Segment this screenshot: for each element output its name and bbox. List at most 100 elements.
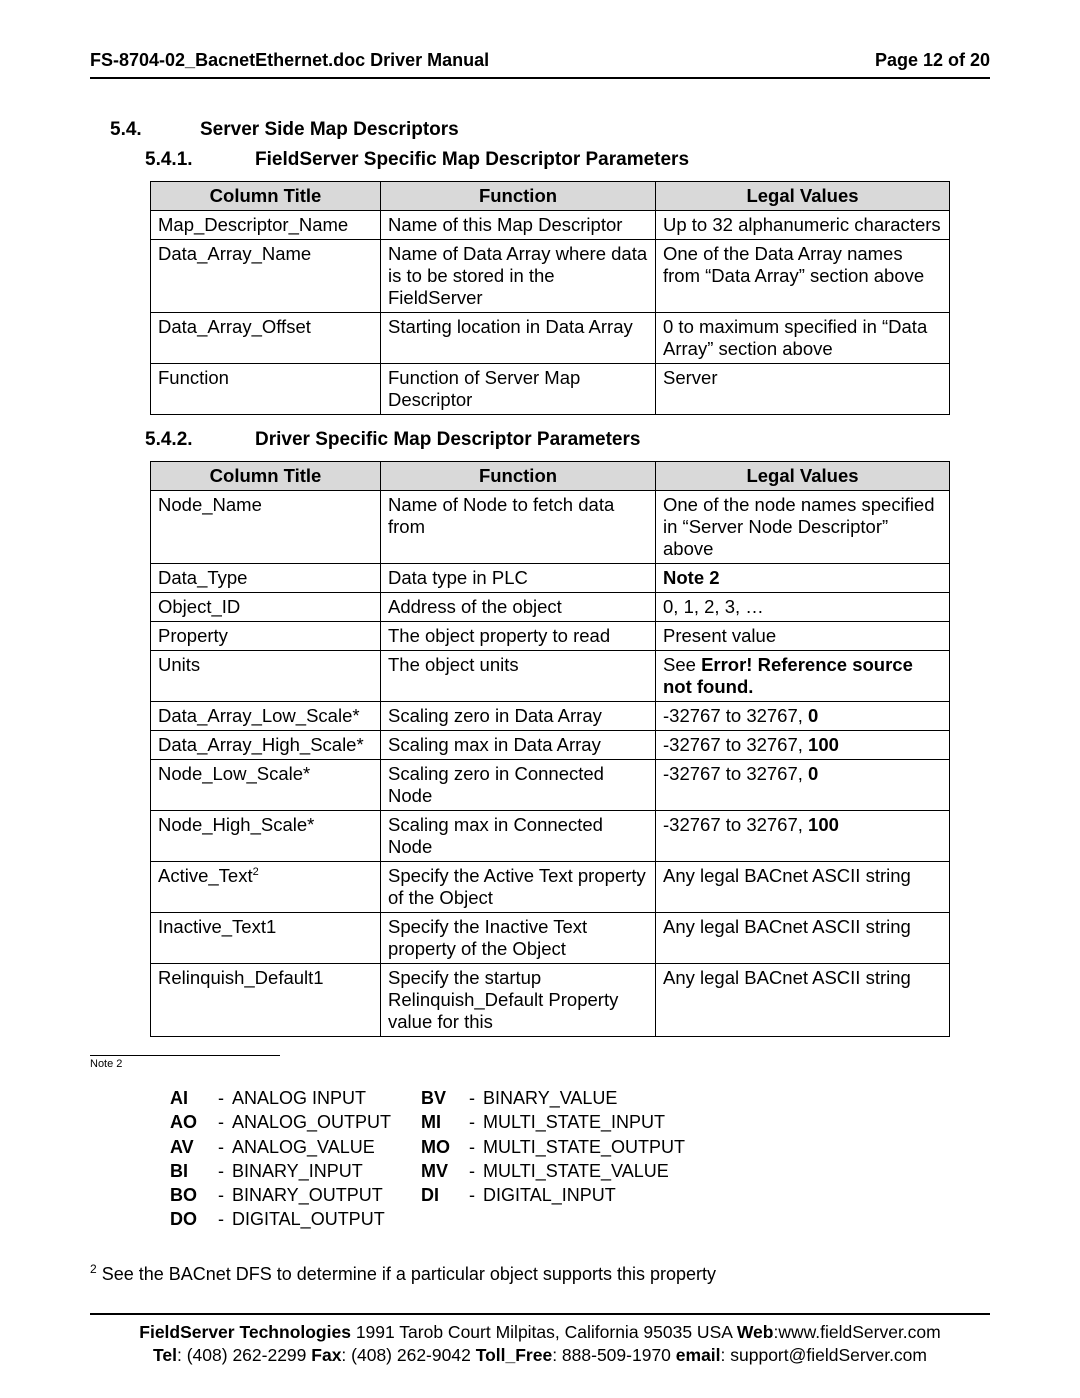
abbrev-dash: -: [218, 1207, 232, 1231]
table-cell: Note 2: [656, 564, 950, 593]
table-row: Data_TypeData type in PLCNote 2: [151, 564, 950, 593]
abbrev-value: DIGITAL_OUTPUT: [232, 1207, 385, 1231]
table-cell: -32767 to 32767, 100: [656, 811, 950, 862]
abbrev-value: ANALOG_OUTPUT: [232, 1110, 391, 1134]
footnote-body: See the BACnet DFS to determine if a par…: [97, 1264, 716, 1284]
table-row: Map_Descriptor_NameName of this Map Desc…: [151, 211, 950, 240]
table-cell: Data_Array_High_Scale*: [151, 731, 381, 760]
footer-web-label: Web: [737, 1322, 774, 1342]
abbrev-dash: -: [469, 1159, 483, 1183]
abbrev-row: DI- DIGITAL_INPUT: [421, 1183, 685, 1207]
abbrev-value: MULTI_STATE_INPUT: [483, 1110, 665, 1134]
abbrev-value: ANALOG_VALUE: [232, 1135, 375, 1159]
abbrev-dash: -: [218, 1183, 232, 1207]
table-cell: Inactive_Text1: [151, 913, 381, 964]
abbrev-dash: -: [469, 1110, 483, 1134]
subsection-title: FieldServer Specific Map Descriptor Para…: [255, 149, 689, 171]
page: FS-8704-02_BacnetEthernet.doc Driver Man…: [0, 0, 1080, 1398]
table-cell: Specify the Active Text property of the …: [381, 862, 656, 913]
col-header: Legal Values: [656, 182, 950, 211]
page-footer: FieldServer Technologies 1991 Tarob Cour…: [90, 1313, 990, 1368]
table-cell: Scaling max in Data Array: [381, 731, 656, 760]
table-cell: Active_Text2: [151, 862, 381, 913]
header-left: FS-8704-02_BacnetEthernet.doc Driver Man…: [90, 50, 489, 71]
table-cell: Starting location in Data Array: [381, 313, 656, 364]
footer-company: FieldServer Technologies: [139, 1322, 351, 1342]
table-row: Node_NameName of Node to fetch data from…: [151, 491, 950, 564]
col-header: Function: [381, 462, 656, 491]
abbrev-dash: -: [469, 1086, 483, 1110]
abbrev-value: MULTI_STATE_OUTPUT: [483, 1135, 685, 1159]
table-row: Data_Array_NameName of Data Array where …: [151, 240, 950, 313]
abbrev-key: MV: [421, 1159, 469, 1183]
abbrev-dash: -: [218, 1110, 232, 1134]
table-cell: Data type in PLC: [381, 564, 656, 593]
table-cell: Server: [656, 364, 950, 415]
footer-email-label: email: [676, 1345, 721, 1365]
table-cell: Name of Node to fetch data from: [381, 491, 656, 564]
section-number: 5.4.: [110, 119, 200, 141]
table-row: FunctionFunction of Server Map Descripto…: [151, 364, 950, 415]
table-row: Data_Array_OffsetStarting location in Da…: [151, 313, 950, 364]
footnote-divider: [90, 1055, 280, 1056]
table-fieldserver-params: Column Title Function Legal Values Map_D…: [150, 181, 950, 415]
abbrev-key: BO: [170, 1183, 218, 1207]
abbrev-key: BI: [170, 1159, 218, 1183]
abbrev-key: AO: [170, 1110, 218, 1134]
table-cell: The object units: [381, 651, 656, 702]
subsection-heading: 5.4.1. FieldServer Specific Map Descript…: [145, 149, 990, 171]
abbrev-row: BI- BINARY_INPUT: [170, 1159, 391, 1183]
table-cell: Data_Type: [151, 564, 381, 593]
abbrev-dash: -: [469, 1135, 483, 1159]
footnote: 2 See the BACnet DFS to determine if a p…: [90, 1262, 990, 1285]
abbrev-value: DIGITAL_INPUT: [483, 1183, 616, 1207]
abbrev-key: BV: [421, 1086, 469, 1110]
table-cell: Scaling zero in Data Array: [381, 702, 656, 731]
table-row: Node_High_Scale*Scaling max in Connected…: [151, 811, 950, 862]
table-cell: Node_Name: [151, 491, 381, 564]
abbrev-key: MO: [421, 1135, 469, 1159]
table-cell: Specify the Inactive Text property of th…: [381, 913, 656, 964]
table-row: UnitsThe object unitsSee Error! Referenc…: [151, 651, 950, 702]
table-cell: The object property to read: [381, 622, 656, 651]
footer-web-value: :www.fieldServer.com: [773, 1322, 940, 1342]
table-header-row: Column Title Function Legal Values: [151, 462, 950, 491]
abbrev-key: AI: [170, 1086, 218, 1110]
footer-toll-value: : 888-509-1970: [552, 1345, 676, 1365]
section-heading: 5.4. Server Side Map Descriptors: [110, 119, 990, 141]
footer-fax-value: : (408) 262-9042: [341, 1345, 475, 1365]
col-header: Column Title: [151, 462, 381, 491]
subsection-number: 5.4.1.: [145, 149, 255, 171]
table-cell: Function: [151, 364, 381, 415]
table-cell: Property: [151, 622, 381, 651]
abbrev-column-left: AI- ANALOG INPUTAO- ANALOG_OUTPUTAV- ANA…: [170, 1086, 391, 1232]
table-cell: Scaling zero in Connected Node: [381, 760, 656, 811]
table-header-row: Column Title Function Legal Values: [151, 182, 950, 211]
table-cell: One of the Data Array names from “Data A…: [656, 240, 950, 313]
table-cell: Present value: [656, 622, 950, 651]
table-row: Active_Text2Specify the Active Text prop…: [151, 862, 950, 913]
table-cell: Any legal BACnet ASCII string: [656, 964, 950, 1037]
table-row: Data_Array_High_Scale*Scaling max in Dat…: [151, 731, 950, 760]
table-cell: See Error! Reference source not found.: [656, 651, 950, 702]
footer-email-value: : support@fieldServer.com: [721, 1345, 927, 1365]
col-header: Function: [381, 182, 656, 211]
table-cell: Name of this Map Descriptor: [381, 211, 656, 240]
table-cell: Scaling max in Connected Node: [381, 811, 656, 862]
abbrev-value: ANALOG INPUT: [232, 1086, 366, 1110]
table-driver-params: Column Title Function Legal Values Node_…: [150, 461, 950, 1037]
table-row: Relinquish_Default1Specify the startup R…: [151, 964, 950, 1037]
table-cell: 0, 1, 2, 3, …: [656, 593, 950, 622]
abbrev-dash: -: [218, 1086, 232, 1110]
footer-fax-label: Fax: [311, 1345, 341, 1365]
abbrev-row: BV- BINARY_VALUE: [421, 1086, 685, 1110]
subsection-number: 5.4.2.: [145, 429, 255, 451]
table-cell: -32767 to 32767, 100: [656, 731, 950, 760]
table-cell: Name of Data Array where data is to be s…: [381, 240, 656, 313]
table-cell: Map_Descriptor_Name: [151, 211, 381, 240]
abbrev-row: MO- MULTI_STATE_OUTPUT: [421, 1135, 685, 1159]
abbrev-row: BO- BINARY_OUTPUT: [170, 1183, 391, 1207]
header-right: Page 12 of 20: [875, 50, 990, 71]
table-cell: Data_Array_Offset: [151, 313, 381, 364]
table-cell: Node_Low_Scale*: [151, 760, 381, 811]
